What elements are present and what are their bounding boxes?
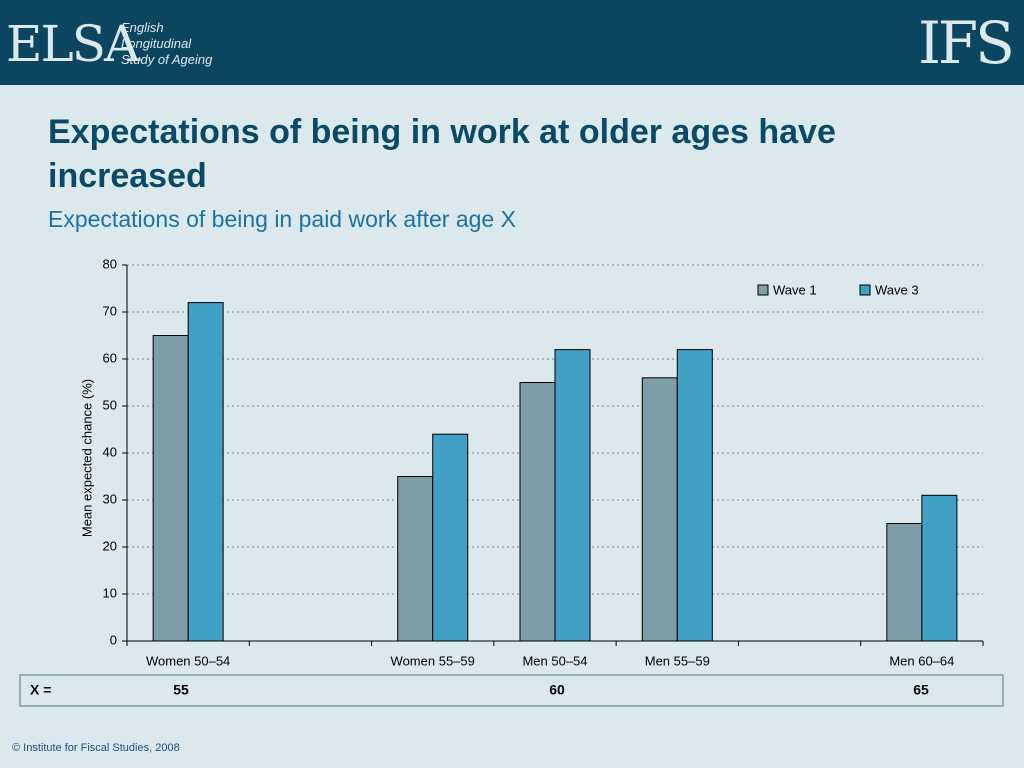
- y-axis-label: Mean expected chance (%): [79, 379, 94, 537]
- bar: [886, 523, 923, 642]
- x-tick-label: Men 60–64: [889, 653, 954, 668]
- bar: [432, 433, 469, 642]
- logo-line: Longitudinal: [121, 36, 192, 51]
- bar: [519, 382, 556, 642]
- legend-swatch: [757, 284, 769, 296]
- legend-label: Wave 1: [773, 282, 817, 297]
- bar: [676, 349, 713, 642]
- y-tick-label: 80: [103, 256, 117, 271]
- brand: IFS: [918, 9, 1015, 77]
- y-tick-label: 40: [103, 444, 117, 459]
- x-row-value: 55: [173, 682, 189, 698]
- x-tick-label: Women 55–59: [391, 653, 475, 668]
- x-tick-label: Men 55–59: [645, 653, 710, 668]
- bar: [554, 349, 591, 642]
- x-row-value: 65: [913, 682, 929, 698]
- bar: [921, 494, 958, 642]
- bar: [641, 377, 678, 642]
- y-tick-label: 30: [103, 491, 117, 506]
- x-tick-label: Women 50–54: [146, 653, 230, 668]
- x-row-label: X =: [30, 682, 51, 698]
- y-tick-label: 20: [103, 538, 117, 553]
- x-row-box: [19, 674, 1004, 707]
- footer: © Institute for Fiscal Studies, 2008: [12, 742, 180, 754]
- bar: [187, 302, 224, 642]
- logo: ELSA: [6, 15, 140, 73]
- bar: [152, 335, 189, 642]
- title: Expectations of being in work at older a…: [48, 113, 836, 195]
- logo-line: Study of Ageing: [121, 52, 213, 67]
- y-tick-label: 70: [103, 303, 117, 318]
- logo-text: English Longitudinal Study of Ageing: [121, 20, 212, 68]
- logo-line: English: [121, 20, 164, 35]
- legend-swatch: [859, 284, 871, 296]
- y-tick-label: 10: [103, 585, 117, 600]
- y-tick-label: 0: [110, 632, 117, 647]
- subtitle: Expectations of being in paid work after…: [48, 206, 516, 232]
- x-tick-label: Men 50–54: [522, 653, 587, 668]
- legend-label: Wave 3: [875, 282, 919, 297]
- bar: [397, 476, 434, 642]
- y-tick-label: 60: [103, 350, 117, 365]
- y-tick-label: 50: [103, 397, 117, 412]
- header: ELSA English Longitudinal Study of Agein…: [0, 0, 1024, 85]
- x-row-value: 60: [549, 682, 565, 698]
